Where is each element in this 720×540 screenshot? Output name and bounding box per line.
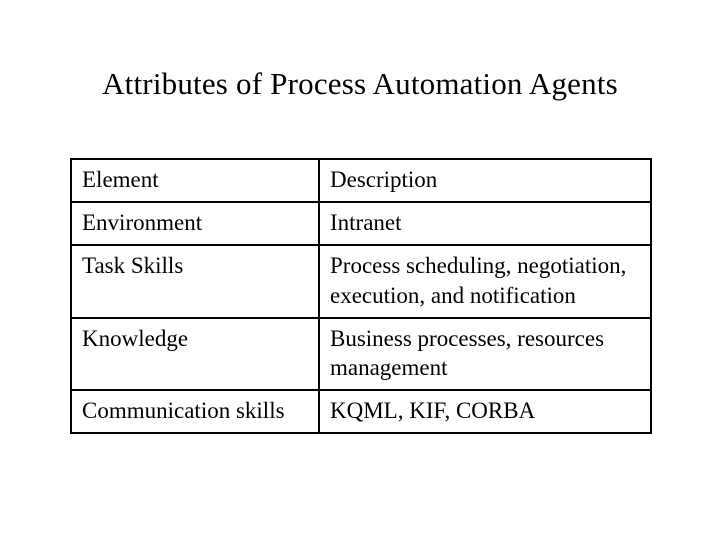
cell-description: Process scheduling, negotiation, executi… <box>319 245 651 318</box>
cell-description: KQML, KIF, CORBA <box>319 390 651 433</box>
cell-description: Business processes, resources management <box>319 318 651 391</box>
cell-element: Environment <box>71 202 319 245</box>
table-row: Task Skills Process scheduling, negotiat… <box>71 245 651 318</box>
cell-description: Intranet <box>319 202 651 245</box>
table-header-row: Element Description <box>71 159 651 202</box>
attributes-table-container: Element Description Environment Intranet… <box>70 158 650 434</box>
table-row: Communication skills KQML, KIF, CORBA <box>71 390 651 433</box>
cell-element: Communication skills <box>71 390 319 433</box>
cell-element: Knowledge <box>71 318 319 391</box>
cell-element: Task Skills <box>71 245 319 318</box>
table-row: Environment Intranet <box>71 202 651 245</box>
col-header-description: Description <box>319 159 651 202</box>
table-row: Knowledge Business processes, resources … <box>71 318 651 391</box>
page-title: Attributes of Process Automation Agents <box>0 66 720 102</box>
col-header-element: Element <box>71 159 319 202</box>
slide: Attributes of Process Automation Agents … <box>0 0 720 540</box>
attributes-table: Element Description Environment Intranet… <box>70 158 652 434</box>
